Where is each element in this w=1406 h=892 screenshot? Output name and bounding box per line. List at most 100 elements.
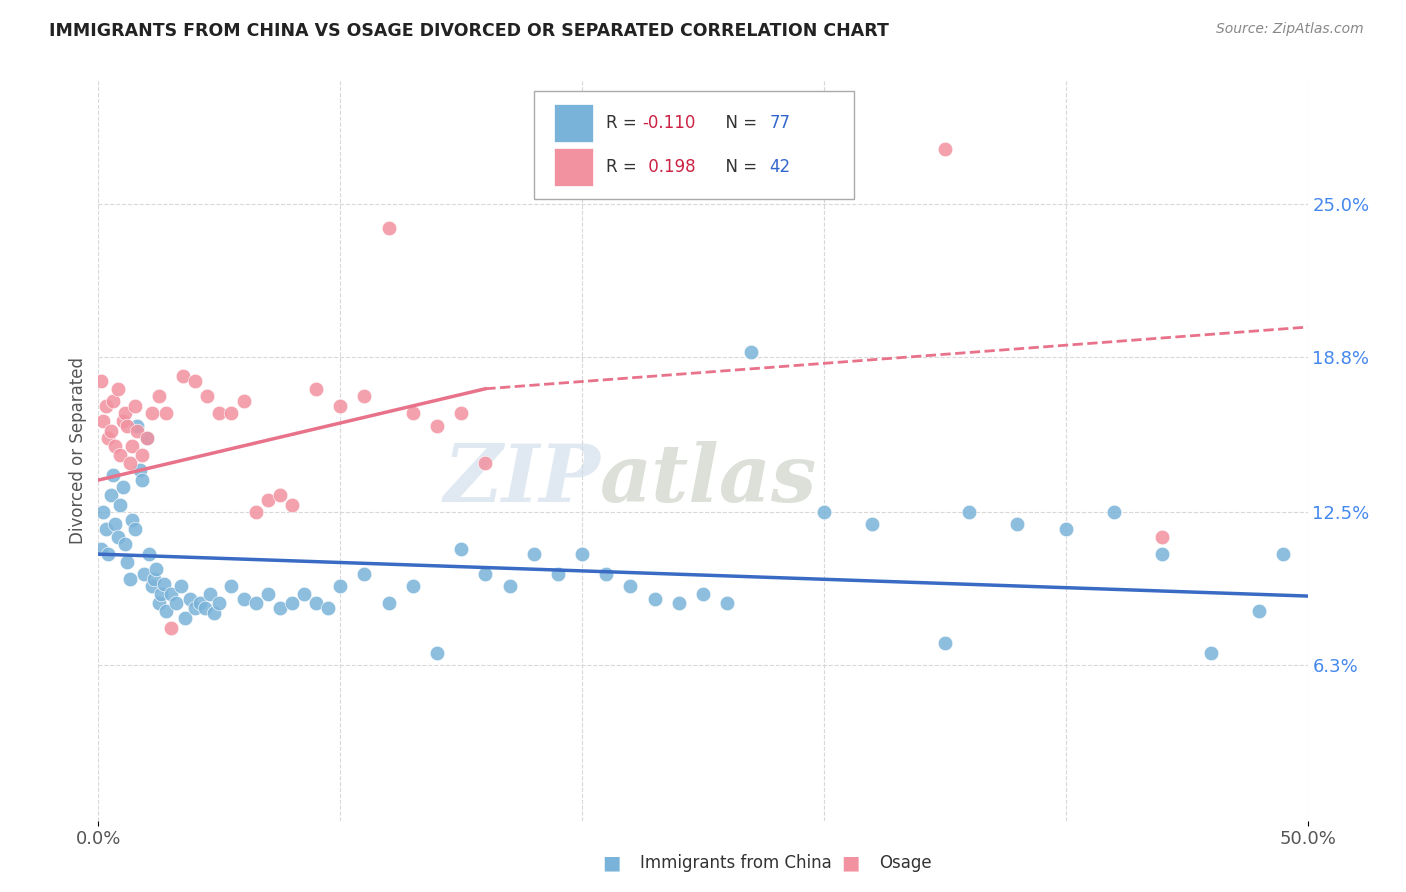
Point [1054, 523, 1077, 537]
Point [571, 547, 593, 561]
Text: R =: R = [606, 158, 643, 176]
Point [316, 601, 339, 615]
Point [329, 399, 352, 413]
Point [305, 597, 328, 611]
Point [169, 579, 191, 593]
Point [165, 597, 187, 611]
Point [118, 456, 141, 470]
Point [353, 566, 375, 581]
Text: N =: N = [716, 114, 762, 132]
Point [740, 344, 762, 359]
Point [108, 449, 131, 463]
Point [121, 438, 143, 452]
Point [281, 498, 304, 512]
Point [128, 463, 150, 477]
Point [148, 597, 170, 611]
Point [1272, 547, 1295, 561]
Text: Source: ZipAtlas.com: Source: ZipAtlas.com [1216, 22, 1364, 37]
Point [281, 597, 304, 611]
Point [100, 424, 122, 438]
Point [208, 407, 231, 421]
Text: N =: N = [716, 158, 762, 176]
Text: 77: 77 [769, 114, 790, 132]
Point [94, 399, 117, 413]
Text: atlas: atlas [600, 442, 818, 519]
FancyBboxPatch shape [534, 91, 855, 199]
Point [450, 542, 472, 557]
Point [94, 523, 117, 537]
Point [377, 221, 399, 235]
Point [141, 407, 163, 421]
Point [1007, 517, 1029, 532]
Point [195, 389, 218, 403]
Point [111, 480, 134, 494]
Point [148, 389, 170, 403]
Point [150, 586, 173, 600]
Point [90, 375, 112, 389]
Point [221, 579, 243, 593]
Point [114, 407, 136, 421]
Text: -0.110: -0.110 [643, 114, 696, 132]
Point [172, 369, 194, 384]
Point [138, 547, 160, 561]
Point [91, 505, 114, 519]
Text: 0.198: 0.198 [643, 158, 695, 176]
Text: Osage: Osage [879, 855, 931, 872]
Point [160, 586, 183, 600]
Point [860, 517, 883, 532]
Point [91, 414, 114, 428]
Point [245, 505, 267, 519]
Point [184, 375, 207, 389]
Point [245, 597, 267, 611]
Point [127, 424, 149, 438]
Point [143, 572, 166, 586]
Text: ■: ■ [841, 854, 860, 872]
Point [135, 431, 157, 445]
Point [118, 572, 141, 586]
Point [934, 142, 956, 156]
Point [813, 505, 835, 519]
Point [1249, 604, 1271, 618]
Point [595, 566, 617, 581]
Point [644, 591, 666, 606]
Point [329, 579, 352, 593]
Point [292, 586, 315, 600]
Point [668, 597, 690, 611]
Point [402, 579, 425, 593]
Point [101, 394, 124, 409]
Point [716, 597, 738, 611]
FancyBboxPatch shape [554, 103, 593, 143]
Point [232, 591, 254, 606]
Point [101, 468, 124, 483]
Point [127, 418, 149, 433]
Point [523, 547, 546, 561]
Y-axis label: Divorced or Separated: Divorced or Separated [69, 357, 87, 544]
Point [141, 579, 163, 593]
Point [198, 586, 221, 600]
Point [619, 579, 641, 593]
Point [134, 566, 156, 581]
Point [269, 488, 291, 502]
Point [90, 542, 112, 557]
Point [111, 414, 134, 428]
Point [256, 586, 278, 600]
Point [450, 407, 472, 421]
Text: R =: R = [606, 114, 643, 132]
Point [152, 576, 174, 591]
Point [377, 597, 399, 611]
Point [256, 492, 278, 507]
Point [305, 382, 328, 396]
Point [474, 566, 496, 581]
Point [145, 562, 167, 576]
Point [104, 517, 127, 532]
Point [107, 382, 129, 396]
FancyBboxPatch shape [554, 148, 593, 186]
Point [121, 512, 143, 526]
Point [1152, 547, 1174, 561]
Point [204, 607, 226, 621]
Point [498, 579, 520, 593]
Point [117, 555, 139, 569]
Point [184, 601, 207, 615]
Point [107, 530, 129, 544]
Point [269, 601, 291, 615]
